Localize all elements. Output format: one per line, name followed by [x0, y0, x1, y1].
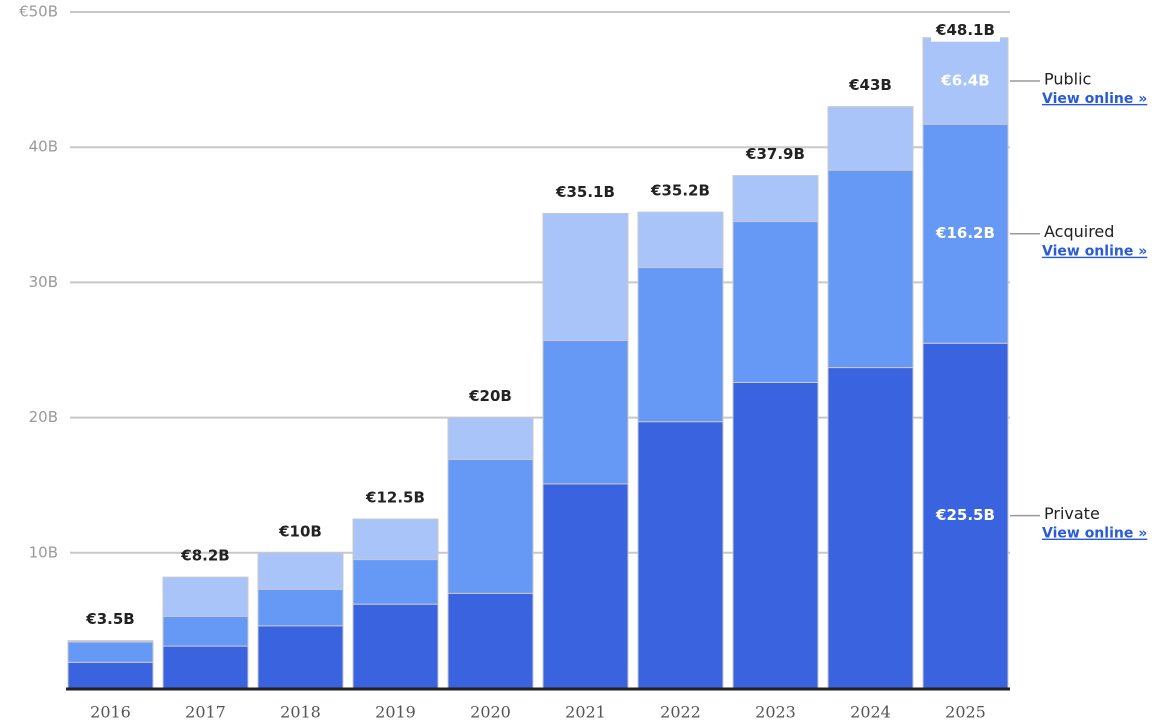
- x-tick-label: 2025: [945, 703, 986, 722]
- total-label: €48.1B: [935, 21, 995, 39]
- bar-segment: [922, 342, 1009, 689]
- legend-link[interactable]: View online »: [1042, 526, 1147, 542]
- total-label: €8.2B: [180, 547, 229, 565]
- bar-segment: [162, 645, 249, 689]
- segment-label: €6.4B: [940, 71, 989, 89]
- bar-segment: [352, 559, 439, 605]
- x-tick-label: 2019: [375, 703, 416, 722]
- bar-segment: [732, 175, 819, 223]
- bar-segment: [542, 483, 629, 689]
- x-tick-label: 2016: [90, 703, 131, 722]
- bar-segment: [637, 211, 724, 269]
- bar-segment: [352, 603, 439, 689]
- bar-segment: [257, 625, 344, 689]
- label-bg: [931, 21, 1000, 42]
- legend-label: Public: [1044, 69, 1091, 88]
- segment-label: €25.5B: [935, 506, 995, 524]
- bar-segment: [162, 576, 249, 617]
- bar-segment: [542, 340, 629, 485]
- bar-segment: [352, 518, 439, 561]
- y-tick-label: 10B: [29, 543, 58, 561]
- bar-segment: [542, 212, 629, 342]
- x-tick-label: 2020: [470, 703, 511, 722]
- bar-segment: [67, 661, 154, 689]
- bar-segment: [257, 588, 344, 627]
- x-tick-label: 2021: [565, 703, 606, 722]
- x-tick-label: 2022: [660, 703, 701, 722]
- y-tick-label: 20B: [29, 408, 58, 426]
- x-tick-label: 2024: [850, 703, 891, 722]
- bar-segment: [827, 367, 914, 689]
- bar-segment: [162, 615, 249, 647]
- bar-segment: [447, 417, 534, 461]
- total-label: €37.9B: [745, 145, 805, 163]
- bar-segment: [637, 421, 724, 689]
- bar-segment: [447, 459, 534, 594]
- y-tick-label: 30B: [29, 273, 58, 291]
- total-label: €35.1B: [555, 183, 615, 201]
- legend-link[interactable]: View online »: [1042, 244, 1147, 260]
- x-tick-label: 2017: [185, 703, 226, 722]
- bar-segment: [827, 169, 914, 369]
- bar-segment: [732, 381, 819, 689]
- total-label: €3.5B: [85, 610, 134, 628]
- total-label: €43B: [848, 76, 892, 94]
- total-label: €12.5B: [365, 489, 425, 507]
- bar-segment: [67, 641, 154, 663]
- y-tick-label: €50B: [19, 3, 58, 21]
- bar-segment: [732, 221, 819, 383]
- y-tick-label: 40B: [29, 138, 58, 156]
- bar-segment: [827, 106, 914, 171]
- bar-segment: [447, 592, 534, 689]
- total-label: €35.2B: [650, 182, 710, 200]
- total-label: €20B: [468, 387, 512, 405]
- legend-label: Private: [1044, 504, 1100, 523]
- bar-segment: [257, 552, 344, 590]
- legend-link[interactable]: View online »: [1042, 91, 1147, 107]
- x-tick-label: 2018: [280, 703, 321, 722]
- bar-segment: [637, 267, 724, 423]
- bar-segment: [922, 123, 1009, 344]
- segment-label: €16.2B: [935, 224, 995, 242]
- bar-segment: [67, 640, 154, 643]
- total-label: €10B: [278, 522, 322, 540]
- legend-label: Acquired: [1044, 222, 1114, 241]
- x-tick-label: 2023: [755, 703, 796, 722]
